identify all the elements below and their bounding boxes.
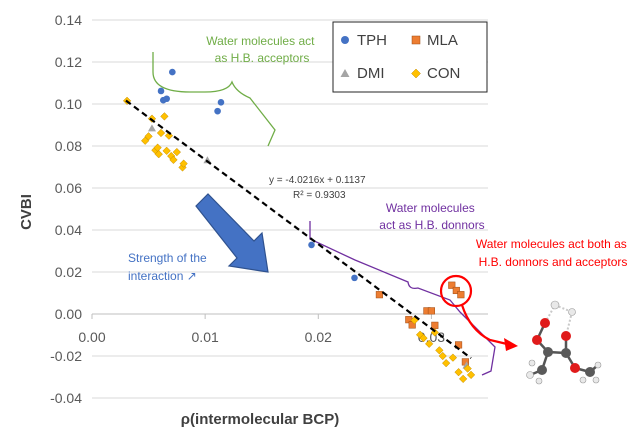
mla-point bbox=[431, 321, 439, 329]
molecule-illustration bbox=[526, 300, 602, 385]
con-point bbox=[438, 351, 447, 361]
x-tick-label: 0.00 bbox=[78, 329, 105, 345]
acceptor-bracket bbox=[152, 52, 276, 147]
y-tick-label: 0.10 bbox=[55, 96, 82, 112]
annotation-donors: Water molecules act as H.B. donnors bbox=[379, 201, 484, 232]
legend-label-dmi: DMI bbox=[357, 65, 385, 82]
y-tick-label: -0.04 bbox=[50, 390, 82, 406]
con-point bbox=[160, 112, 169, 121]
annotation-strength: Strength of the interaction ↗ bbox=[128, 251, 210, 283]
tph-point bbox=[169, 68, 176, 76]
con-point bbox=[454, 368, 463, 377]
y-tick-label: 0.08 bbox=[55, 138, 82, 154]
con-point bbox=[448, 353, 458, 362]
mla-point bbox=[457, 291, 465, 299]
con-point bbox=[425, 339, 434, 348]
red-arrow-head bbox=[504, 338, 518, 351]
con-point bbox=[419, 333, 428, 343]
con-point bbox=[144, 132, 153, 141]
con-point bbox=[172, 147, 182, 157]
con-point bbox=[156, 128, 166, 138]
mla-point bbox=[375, 291, 383, 299]
tick-labels: 0.14 0.12 0.10 0.08 0.06 0.04 0.02 0.00 -0.02 -0.… bbox=[50, 12, 445, 406]
mla-point bbox=[452, 286, 460, 295]
x-tick-label: 0.01 bbox=[192, 329, 219, 345]
trendline-equation: y = -4.0216x + 0.1137 bbox=[269, 175, 366, 186]
tph-point bbox=[157, 87, 165, 95]
con-point bbox=[458, 374, 468, 384]
y-tick-label: 0.12 bbox=[55, 54, 82, 70]
tph-point bbox=[308, 241, 315, 249]
gridlines bbox=[91, 19, 488, 399]
y-tick-label: -0.02 bbox=[50, 348, 82, 364]
legend: TPH MLA DMI CON bbox=[332, 21, 488, 93]
y-tick-label: 0.14 bbox=[55, 12, 82, 28]
highlight-circle bbox=[439, 274, 473, 308]
annotation-acceptors: Water molecules act as H.B. acceptors bbox=[206, 34, 318, 65]
legend-marker-dmi bbox=[340, 69, 350, 77]
tph-point bbox=[163, 95, 170, 103]
legend-label-con: CON bbox=[427, 65, 460, 82]
mla-point bbox=[448, 281, 456, 289]
tph-point bbox=[214, 107, 221, 115]
strength-arrow bbox=[195, 193, 269, 273]
con-point bbox=[164, 131, 174, 140]
dmi-point bbox=[147, 124, 156, 132]
annotation-both: Water molecules act both as H.B. donnors… bbox=[476, 237, 630, 269]
con-point bbox=[179, 159, 188, 168]
trendline bbox=[125, 99, 472, 360]
con-point bbox=[169, 155, 178, 165]
y-tick-label: 0.06 bbox=[55, 180, 82, 196]
legend-marker-tph bbox=[341, 36, 349, 44]
legend-marker-con bbox=[411, 68, 421, 79]
y-tick-label: 0.00 bbox=[55, 306, 82, 322]
legend-marker-mla bbox=[411, 35, 421, 45]
legend-label-mla: MLA bbox=[427, 32, 458, 49]
con-point bbox=[463, 364, 472, 373]
mla-point bbox=[427, 307, 435, 315]
trendline-group bbox=[125, 99, 472, 360]
x-tick-label: 0.02 bbox=[305, 329, 332, 345]
red-arrow bbox=[460, 304, 508, 346]
tph-point bbox=[217, 99, 225, 106]
legend-label-tph: TPH bbox=[357, 32, 387, 49]
legend-box bbox=[332, 21, 488, 93]
con-point bbox=[441, 358, 451, 368]
r-squared: R² = 0.9303 bbox=[293, 190, 346, 201]
donor-bracket bbox=[309, 221, 496, 376]
tph-point bbox=[351, 274, 358, 282]
y-tick-label: 0.04 bbox=[55, 222, 82, 238]
con-point bbox=[154, 150, 163, 159]
con-point bbox=[430, 328, 439, 337]
y-axis-title: CVBI bbox=[18, 194, 35, 230]
x-axis-title: ρ(intermolecular BCP) bbox=[181, 411, 339, 428]
con-point bbox=[435, 346, 444, 355]
y-tick-label: 0.02 bbox=[55, 264, 82, 280]
con-point bbox=[466, 370, 476, 380]
con-point bbox=[162, 146, 171, 155]
